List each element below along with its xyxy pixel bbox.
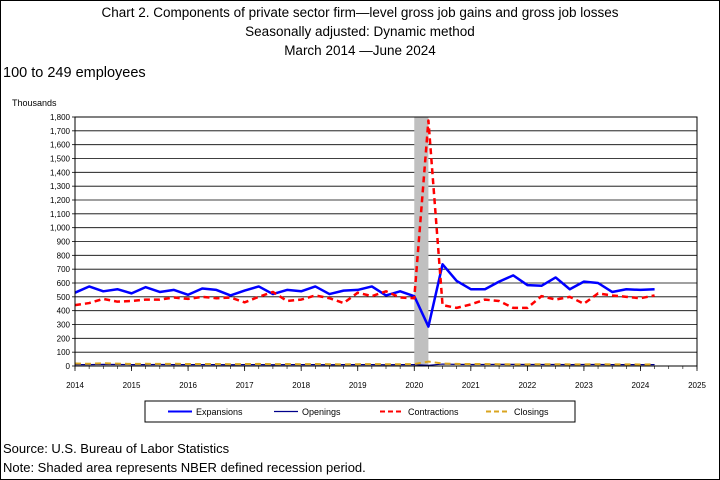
y-tick-label: 1,500 [50, 155, 71, 164]
y-tick-label: 700 [57, 265, 71, 274]
recession-note: Note: Shaded area represents NBER define… [3, 460, 366, 475]
y-tick-label: 600 [57, 279, 71, 288]
legend-label-closings: Closings [514, 407, 549, 417]
grid-lines [75, 116, 697, 367]
x-tick-label: 2024 [632, 381, 650, 390]
chart-date-range: March 2014 —June 2024 [284, 43, 436, 58]
chart-title: Chart 2. Components of private sector fi… [101, 5, 619, 20]
series-line-expansions [74, 263, 655, 328]
legend-label-openings: Openings [302, 407, 341, 417]
axes: 0 100 200 300 400 500 600 700 800 900 1,000 1,100 1,… [50, 113, 706, 390]
series-line-closings [74, 360, 655, 366]
legend: Expansions Openings Contractions Closings [144, 400, 576, 423]
x-tick-label: 2022 [518, 381, 536, 390]
y-tick-label: 200 [57, 334, 71, 343]
size-class-label: 100 to 249 employees [3, 65, 146, 81]
y-tick-label: 0 [66, 362, 71, 371]
x-tick-label: 2016 [179, 381, 197, 390]
y-tick-label: 1,100 [50, 210, 71, 219]
x-tick-label: 2017 [236, 381, 254, 390]
y-tick-label: 300 [57, 321, 71, 330]
x-tick-label: 2019 [349, 381, 367, 390]
y-tick-label: 800 [57, 251, 71, 260]
series-line-contractions [74, 119, 655, 310]
plot-area-border [74, 116, 698, 367]
y-tick-label: 900 [57, 238, 71, 247]
y-tick-label: 400 [57, 307, 71, 316]
y-tick-label: 500 [57, 293, 71, 302]
recession-band [414, 117, 429, 366]
y-tick-label: 1,600 [50, 141, 71, 150]
x-tick-label: 2023 [575, 381, 593, 390]
legend-box [144, 400, 576, 423]
legend-label-expansions: Expansions [196, 407, 243, 417]
recession-shading [414, 117, 429, 366]
y-tick-label: 100 [57, 348, 71, 357]
y-tick-label: 1,800 [50, 113, 71, 122]
x-tick-label: 2018 [292, 381, 310, 390]
x-tick-label: 2020 [405, 381, 423, 390]
x-tick-label: 2014 [66, 381, 84, 390]
y-tick-label: 1,300 [50, 182, 71, 191]
series-lines [74, 119, 655, 366]
source-note: Source: U.S. Bureau of Labor Statistics [3, 441, 230, 456]
legend-label-contractions: Contractions [408, 407, 459, 417]
x-tick-label: 2015 [123, 381, 141, 390]
y-tick-label: 1,700 [50, 127, 71, 136]
x-tick-label: 2021 [462, 381, 480, 390]
chart-subtitle-adjustment: Seasonally adjusted: Dynamic method [245, 24, 475, 39]
y-tick-label: 1,400 [50, 168, 71, 177]
y-tick-label: 1,000 [50, 224, 71, 233]
x-tick-label: 2025 [688, 381, 706, 390]
y-tick-label: 1,200 [50, 196, 71, 205]
y-axis-unit-label: Thousands [12, 98, 57, 108]
